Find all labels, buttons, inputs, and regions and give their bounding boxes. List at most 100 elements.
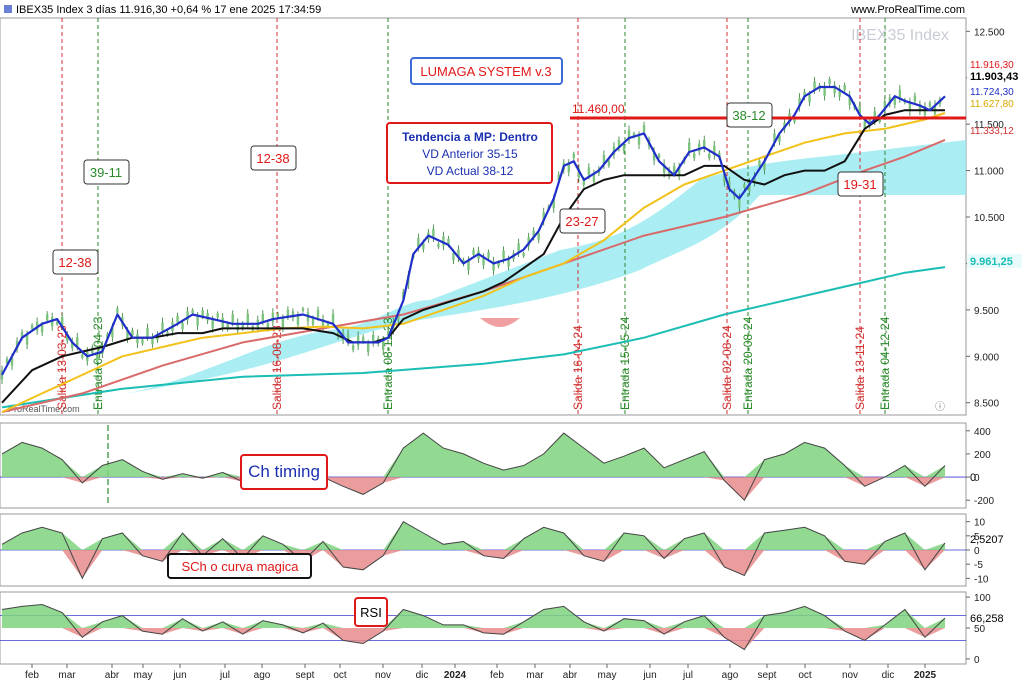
ichimoku-cloud xyxy=(120,140,966,395)
instrument-icon xyxy=(4,5,12,13)
signal-vline-label: Salida 16-08-23 xyxy=(270,325,284,410)
candle-body xyxy=(622,145,626,152)
sch-label: SCh o curva magica xyxy=(181,559,299,574)
candle-body xyxy=(497,262,500,267)
candle-body xyxy=(457,249,460,258)
candle-body xyxy=(291,311,295,318)
osc-negative-area xyxy=(2,628,945,650)
candle-body xyxy=(206,313,209,321)
candle-body xyxy=(542,212,545,222)
candle-body xyxy=(848,95,851,105)
osc-positive-area xyxy=(2,433,945,478)
candle-body xyxy=(552,199,555,209)
candle-body xyxy=(577,168,581,178)
candle-body xyxy=(10,357,14,366)
time-tick-label: ago xyxy=(254,670,271,681)
time-tick-label: 2025 xyxy=(914,670,937,681)
candle-body xyxy=(66,334,69,341)
candle-body xyxy=(76,337,79,347)
candle-body xyxy=(778,135,781,142)
time-tick-label: jun xyxy=(172,670,186,681)
osc-negative-area xyxy=(2,477,945,501)
osc-line xyxy=(1,603,946,651)
trend-info-line-3: VD Actual 38-12 xyxy=(427,164,514,178)
candle-body xyxy=(30,325,34,329)
yellow-ma-label: 11.627,80 xyxy=(970,99,1014,110)
time-tick-label: 2024 xyxy=(444,670,467,681)
candle-body xyxy=(492,261,495,271)
candle-body xyxy=(873,111,876,121)
candle-body xyxy=(236,322,239,331)
candle-body xyxy=(858,105,861,115)
time-tick-label: may xyxy=(134,670,153,681)
candle-body xyxy=(71,340,74,348)
candle-body xyxy=(928,102,932,107)
signal-vline-label: Salida 16-04-24 xyxy=(571,325,585,410)
trend-info-line-1: Tendencia a MP: Dentro xyxy=(402,130,538,144)
time-axis: feb mar abr may jun jul ago sept oct nov dic 2024 fe… xyxy=(25,664,937,681)
osc-tick-label: 0 xyxy=(974,473,980,484)
candle-body xyxy=(241,323,244,329)
sch-label-box: SCh o curva magica xyxy=(167,553,312,579)
signal-vline-label: Salida 13-03-23 xyxy=(55,325,69,410)
osc-line xyxy=(1,432,946,502)
candle-body xyxy=(582,179,586,185)
candle-body xyxy=(131,330,134,336)
panel-frames xyxy=(0,17,967,665)
ch-timing-label-box: Ch timing xyxy=(240,454,328,490)
candle-body xyxy=(351,345,355,350)
time-tick-label: mar xyxy=(526,670,544,681)
info-icon[interactable]: ⓘ xyxy=(935,401,945,413)
signal-box-19-31-label: 19-31 xyxy=(843,177,876,192)
brand-link[interactable]: www.ProRealTime.com xyxy=(850,4,965,16)
candle-body xyxy=(607,161,611,166)
price-side-labels: 11.903,43 11.916,30 11.724,30 11.627,80 … xyxy=(967,60,1022,268)
candle-body xyxy=(627,130,631,140)
osc-positive-area xyxy=(2,604,945,628)
candle-body xyxy=(898,89,902,99)
time-tick-label: mar xyxy=(58,670,76,681)
candle-body xyxy=(356,335,360,346)
candle-body xyxy=(422,242,425,250)
system-title-box xyxy=(410,57,563,85)
candle-body xyxy=(55,321,59,325)
time-tick-label: sept xyxy=(758,670,777,681)
candle-body xyxy=(657,154,661,158)
candle-body xyxy=(417,238,420,247)
signal-box-12-38-b-label: 12-38 xyxy=(256,151,289,166)
chart-header-title: IBEX35 Index 3 días 11.916,30 +0,64 % 17… xyxy=(16,4,321,16)
osc-tick-label: 400 xyxy=(974,427,991,438)
candle-body xyxy=(667,170,671,177)
candle-body xyxy=(893,98,897,105)
candle-body xyxy=(482,257,485,266)
candle-body xyxy=(321,319,325,328)
signal-box-38-12: 38-12 xyxy=(726,102,773,128)
candle-body xyxy=(517,243,520,253)
candle-body xyxy=(231,314,234,323)
signal-lines: Salida 13-03-23 Entrada 04-04-23 Salida 16… xyxy=(55,18,892,506)
candle-body xyxy=(878,118,881,123)
trend-info-line-2: VD Anterior 35-15 xyxy=(422,147,518,161)
blue-ma-label: 11.724,30 xyxy=(970,87,1014,98)
osc-tick-label: 5 xyxy=(974,532,980,543)
candle-body xyxy=(281,318,285,328)
candle-body xyxy=(743,184,746,188)
time-tick-label: may xyxy=(598,670,617,681)
time-tick-label: feb xyxy=(490,670,504,681)
resistance-label: 11.460,00 xyxy=(572,102,625,116)
candle-body xyxy=(833,85,836,94)
osc-tick-label: -5 xyxy=(974,560,983,571)
time-tick-label: ago xyxy=(722,670,739,681)
time-tick-label: feb xyxy=(25,670,39,681)
sch-last-label: 2,5207 xyxy=(970,534,1004,546)
cloud-area xyxy=(120,140,966,395)
candle-body xyxy=(813,81,816,90)
time-tick-label: dic xyxy=(416,670,429,681)
price-tick-label: 9.500 xyxy=(974,306,999,317)
candle-body xyxy=(758,160,761,167)
osc-line xyxy=(1,521,946,580)
candle-body xyxy=(437,243,440,248)
cloud-red-area xyxy=(480,318,520,327)
candle-body xyxy=(452,252,455,261)
candle-body xyxy=(718,152,721,158)
